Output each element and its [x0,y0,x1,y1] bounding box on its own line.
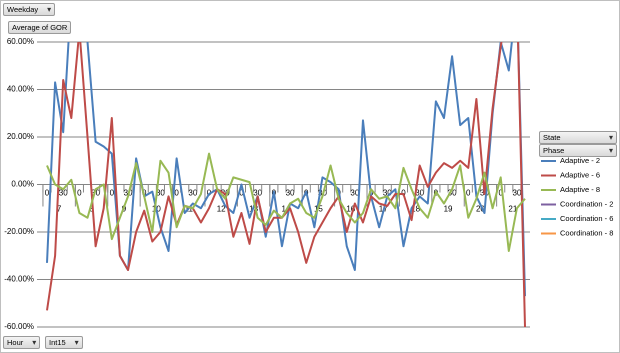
y-tick-label: -20.00% [4,227,34,236]
legend-field-button[interactable]: State [539,131,617,144]
x-tick-label: 30 [91,189,100,198]
y-tick-label: 20.00% [7,132,34,141]
x-tick-label: 30 [286,189,295,198]
x-tick-label: 30 [512,189,521,198]
legend-label: Adaptive - 2 [560,156,600,165]
legend-label: Adaptive - 8 [560,185,600,194]
group-label: 18 [411,205,420,214]
y-tick-label: -40.00% [4,275,34,284]
y-tick-label: 60.00% [7,37,34,46]
legend-label: Coordination - 6 [560,214,613,223]
x-tick-label: 30 [448,189,457,198]
group-label: 20 [476,205,485,214]
x-tick-label: 0 [466,189,471,198]
x-tick-label: 0 [45,189,50,198]
series-line [46,152,526,252]
x-tick-label: 0 [174,189,179,198]
legend-label: Adaptive - 6 [560,170,600,179]
y-tick-label: -60.00% [4,322,34,331]
x-tick-label: 0 [498,189,503,198]
x-tick-label: 30 [383,189,392,198]
x-tick-label: 30 [59,189,68,198]
y-tick-label: 40.00% [7,85,34,94]
x-tick-label: 30 [188,189,197,198]
y-tick-label: 0.00% [11,180,34,189]
group-label: 16 [346,205,355,214]
group-label: 8 [89,205,94,214]
group-label: 12 [217,205,226,214]
legend-label: Coordination - 2 [560,199,613,208]
x-tick-label: 30 [156,189,165,198]
x-tick-label: 30 [415,189,424,198]
report-filter-button[interactable]: Weekday [3,3,56,16]
x-tick-label: 30 [253,189,262,198]
group-label: 19 [444,205,453,214]
x-tick-label: 0 [77,189,82,198]
axis-field-button[interactable]: Hour [3,336,41,349]
group-label: 7 [57,205,62,214]
values-field-button[interactable]: Average of GOR [8,21,72,34]
x-tick-label: 30 [350,189,359,198]
legend-field-button[interactable]: Phase [539,144,617,157]
x-tick-label: 0 [239,189,244,198]
series-line [46,42,526,327]
legend-label: Coordination - 8 [560,228,613,237]
axis-field-button[interactable]: Int15 [45,336,83,349]
x-tick-label: 0 [110,189,115,198]
group-label: 21 [508,205,517,214]
